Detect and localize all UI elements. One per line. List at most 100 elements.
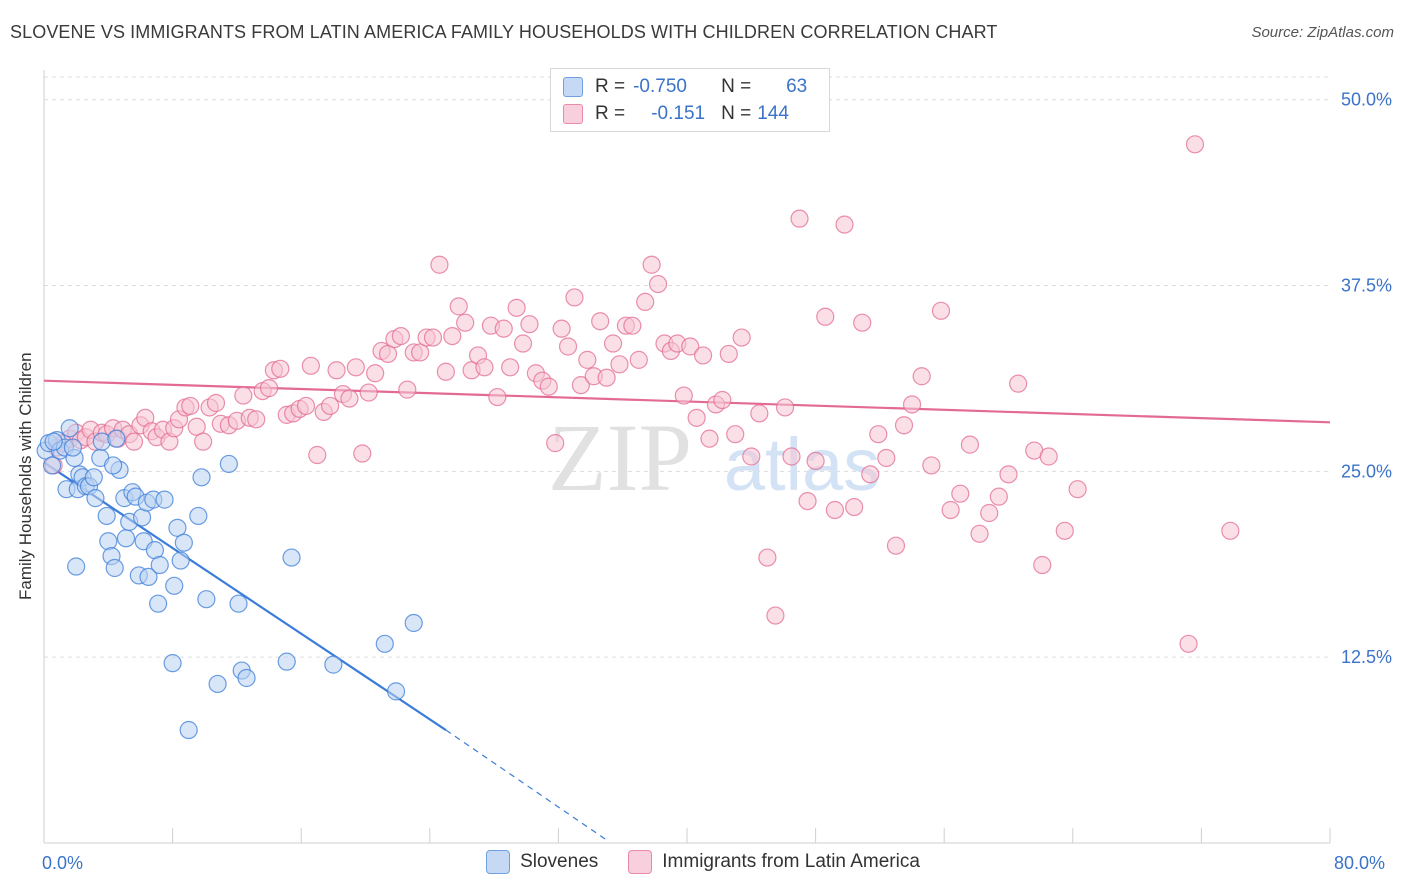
chart-title: SLOVENE VS IMMIGRANTS FROM LATIN AMERICA… bbox=[10, 22, 998, 42]
data-point bbox=[163, 654, 182, 673]
data-point bbox=[1185, 135, 1205, 154]
data-point bbox=[742, 447, 761, 466]
data-point bbox=[192, 468, 211, 487]
legend-swatch-slovenes bbox=[486, 850, 511, 874]
data-point bbox=[806, 451, 825, 471]
data-point bbox=[353, 444, 372, 463]
trend-line-extension bbox=[445, 729, 607, 841]
legend-swatch-slovenes bbox=[563, 77, 583, 97]
data-point bbox=[732, 328, 751, 347]
data-point bbox=[398, 380, 417, 399]
data-point bbox=[558, 337, 578, 356]
data-point bbox=[520, 315, 539, 334]
x-tick-label-max: 80.0% bbox=[1334, 853, 1386, 873]
y-tick-label: 37.5% bbox=[1341, 276, 1392, 296]
data-point bbox=[327, 361, 346, 380]
data-point bbox=[391, 326, 410, 346]
data-point bbox=[610, 355, 629, 374]
data-point bbox=[758, 548, 777, 567]
data-point bbox=[404, 613, 423, 633]
data-point bbox=[206, 393, 226, 413]
data-point bbox=[750, 404, 769, 423]
data-point bbox=[443, 326, 462, 346]
data-point bbox=[423, 328, 443, 347]
legend-row-slovenes: R = -0.750 N = 63 bbox=[563, 75, 807, 99]
data-point bbox=[488, 387, 507, 407]
data-point bbox=[237, 668, 256, 688]
data-point bbox=[449, 297, 468, 316]
data-point bbox=[171, 551, 190, 570]
data-point bbox=[912, 367, 931, 386]
stats-legend: R = -0.750 N = 63 R = -0.151 N = 144 bbox=[550, 68, 830, 132]
trend-line bbox=[43, 461, 447, 731]
data-point bbox=[229, 594, 248, 613]
y-tick-labels: 12.5% 25.0% 37.5% 50.0% bbox=[1341, 90, 1392, 667]
legend-r-label: R = bbox=[595, 103, 626, 124]
data-point bbox=[1221, 521, 1240, 540]
data-point bbox=[951, 484, 970, 503]
data-point bbox=[359, 383, 378, 402]
data-point bbox=[308, 445, 327, 465]
data-point bbox=[501, 358, 520, 377]
data-point bbox=[1179, 634, 1198, 653]
data-point bbox=[86, 489, 105, 508]
data-point bbox=[1055, 521, 1074, 540]
data-point bbox=[60, 419, 79, 438]
data-point bbox=[99, 532, 118, 551]
data-point bbox=[790, 209, 809, 228]
data-point bbox=[1033, 555, 1052, 575]
data-point bbox=[869, 425, 888, 444]
data-point bbox=[578, 350, 597, 369]
data-point bbox=[648, 274, 668, 294]
legend-item-slovenes: Slovenes bbox=[486, 850, 598, 874]
data-point bbox=[105, 558, 124, 578]
data-point bbox=[835, 215, 854, 234]
legend-label-slovenes: Slovenes bbox=[520, 851, 599, 872]
data-point bbox=[189, 506, 208, 526]
data-point bbox=[155, 490, 174, 509]
legend-swatch-immigrants bbox=[563, 104, 583, 124]
data-point bbox=[436, 362, 455, 381]
data-point bbox=[181, 396, 200, 416]
data-point bbox=[552, 319, 571, 338]
data-point bbox=[259, 379, 279, 398]
legend-r-label: R = bbox=[595, 76, 626, 97]
data-point bbox=[375, 634, 394, 653]
data-point bbox=[960, 435, 980, 454]
data-point bbox=[700, 429, 719, 448]
data-point bbox=[42, 456, 62, 475]
series-legend: Slovenes Immigrants from Latin America bbox=[0, 850, 1406, 874]
data-point bbox=[1009, 374, 1028, 393]
data-point bbox=[97, 506, 116, 526]
data-point bbox=[687, 408, 706, 427]
data-point bbox=[713, 390, 732, 410]
data-point bbox=[642, 255, 661, 274]
y-axis-title: Family Households with Children bbox=[16, 352, 35, 600]
data-point bbox=[693, 346, 713, 365]
legend-r-value: -0.151 bbox=[651, 103, 706, 124]
data-point bbox=[1068, 480, 1087, 499]
legend-item-immigrants: Immigrants from Latin America bbox=[628, 850, 920, 874]
data-point bbox=[386, 682, 406, 701]
data-point bbox=[44, 432, 63, 451]
source-label: Source: ZipAtlas.com bbox=[1251, 24, 1394, 41]
data-point bbox=[565, 288, 584, 307]
data-point bbox=[104, 456, 123, 475]
data-point bbox=[674, 386, 693, 405]
data-point bbox=[766, 606, 785, 625]
legend-n-value: 144 bbox=[757, 103, 789, 124]
data-point bbox=[494, 319, 513, 338]
gridlines bbox=[44, 76, 1330, 658]
data-point bbox=[219, 454, 238, 474]
data-point bbox=[902, 395, 922, 414]
data-point bbox=[845, 497, 864, 517]
data-point bbox=[941, 500, 960, 520]
data-point bbox=[782, 447, 801, 466]
data-point bbox=[999, 465, 1018, 484]
data-point bbox=[798, 491, 817, 511]
data-point bbox=[456, 313, 475, 332]
data-point bbox=[174, 533, 193, 552]
data-point bbox=[623, 316, 642, 335]
data-point bbox=[636, 292, 655, 311]
data-point bbox=[603, 334, 623, 353]
